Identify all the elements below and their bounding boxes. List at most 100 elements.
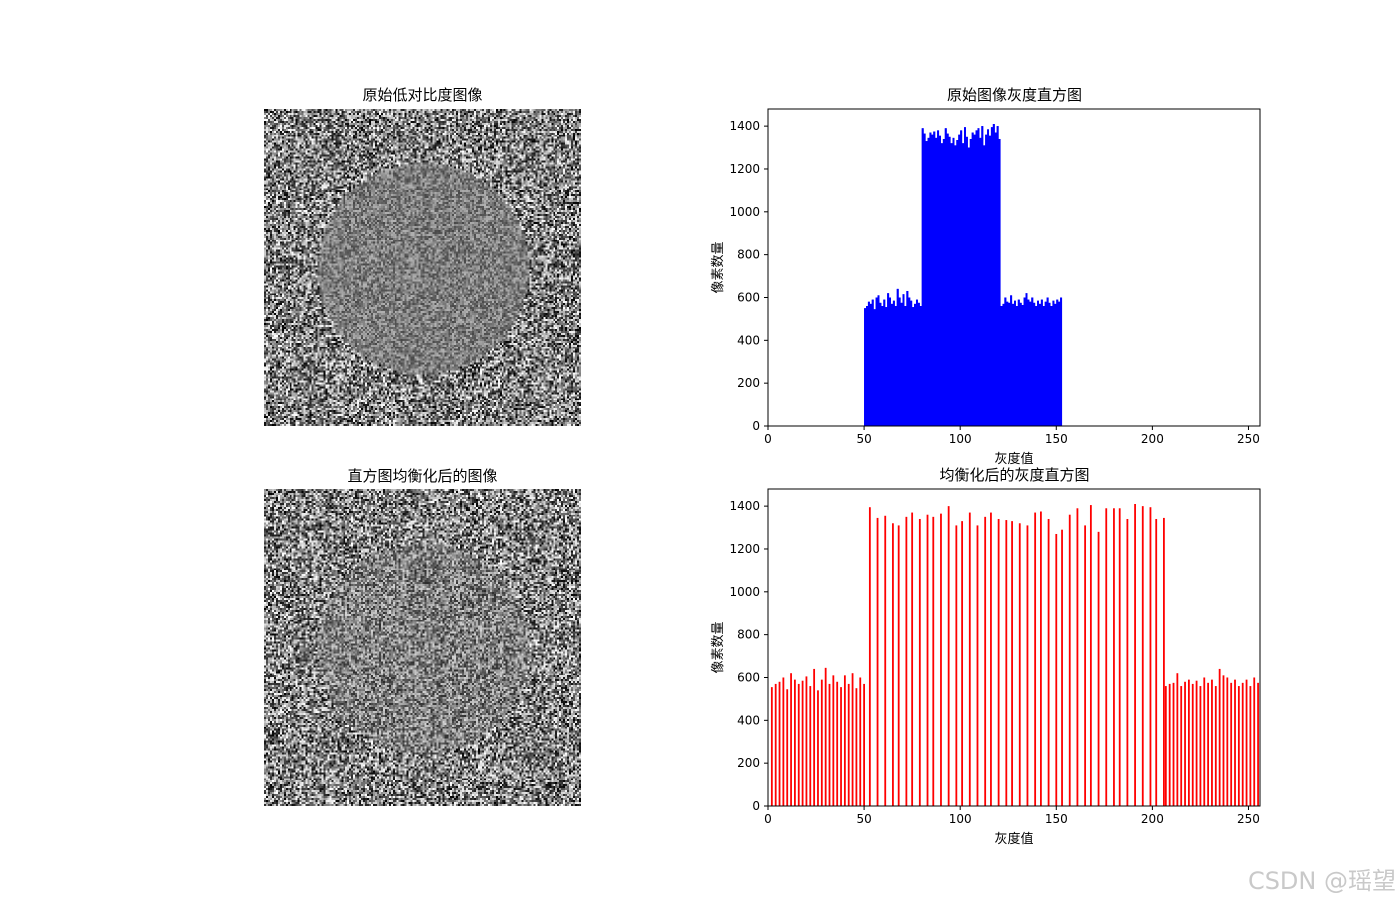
- histogram-bar: [863, 683, 865, 806]
- histogram-bar: [892, 300, 895, 426]
- histogram-bar: [1046, 297, 1049, 426]
- histogram-bar: [1149, 507, 1152, 806]
- histogram-bar: [1015, 306, 1018, 426]
- histogram-bar: [1019, 302, 1022, 426]
- equalized-image: [264, 489, 581, 806]
- histogram-bar: [958, 134, 961, 426]
- histogram-bar: [929, 132, 932, 427]
- histogram-bar: [898, 297, 901, 426]
- histogram-bar: [1029, 301, 1032, 426]
- histogram-bar: [989, 135, 991, 426]
- histogram-bar: [1207, 682, 1210, 806]
- histogram-bar: [1012, 303, 1014, 426]
- histogram-bar: [1176, 673, 1179, 806]
- x-tick-label: 0: [764, 812, 772, 826]
- x-tick-label: 250: [1237, 812, 1260, 826]
- histogram-bar: [1245, 679, 1248, 806]
- x-tick-label: 50: [856, 432, 871, 446]
- x-axis-label: 灰度值: [994, 831, 1033, 847]
- original-image: [264, 109, 581, 426]
- histogram-bar: [801, 680, 804, 806]
- histogram-bar: [1211, 679, 1213, 806]
- histogram-bar: [873, 309, 876, 426]
- watermark: CSDN @瑶望: [1247, 867, 1396, 895]
- histogram-bar: [931, 134, 934, 426]
- histogram-bar: [851, 673, 854, 806]
- histogram-bar: [817, 690, 819, 806]
- histogram-bar: [996, 126, 999, 426]
- histogram-bar: [965, 136, 968, 426]
- histogram-bar: [1237, 686, 1240, 806]
- histogram-bar: [1034, 512, 1037, 806]
- histogram-bar: [1025, 293, 1028, 426]
- histogram-bar: [855, 688, 858, 806]
- histogram-bar: [883, 299, 886, 426]
- histogram-bar: [1134, 503, 1136, 806]
- histogram-bar: [1249, 686, 1252, 806]
- histogram-bar: [847, 683, 850, 806]
- histogram-bar: [960, 130, 963, 426]
- histogram-bar: [984, 516, 987, 806]
- histogram-bar: [881, 306, 884, 426]
- y-tick-label: 800: [737, 628, 760, 642]
- histogram-bar: [824, 667, 827, 806]
- histogram-bar: [1044, 301, 1047, 426]
- histogram-bar: [840, 687, 842, 806]
- histogram-bar: [1199, 686, 1202, 806]
- y-tick-label: 800: [737, 248, 760, 262]
- histogram-bar: [969, 138, 972, 426]
- histogram-bar: [1191, 683, 1194, 806]
- histogram-bar: [948, 136, 951, 426]
- histogram-bar: [987, 129, 990, 427]
- histogram-bar: [902, 294, 905, 426]
- histogram-bar: [1257, 682, 1259, 806]
- histogram-bar: [950, 143, 953, 426]
- histogram-bar: [1037, 300, 1039, 426]
- histogram-bar: [979, 137, 982, 427]
- y-tick-label: 600: [737, 670, 760, 684]
- histogram-bar: [774, 683, 777, 806]
- plot-frame: [767, 108, 1261, 427]
- histogram-bar: [877, 295, 880, 426]
- histogram-bar: [1187, 679, 1190, 806]
- histogram-bar: [1052, 300, 1055, 426]
- histogram-bar: [927, 137, 930, 427]
- histogram-bar: [900, 302, 903, 426]
- histogram-bar: [871, 299, 874, 426]
- histogram-bar: [1017, 299, 1020, 426]
- histogram-bar: [942, 138, 945, 426]
- histogram-bar: [1011, 521, 1013, 806]
- x-tick-label: 50: [856, 812, 871, 826]
- y-axis-label: 像素数量: [711, 621, 726, 673]
- histogram-bar: [1055, 533, 1058, 806]
- histogram-bar: [859, 677, 862, 806]
- histogram-bar: [1218, 668, 1221, 806]
- histogram-bar: [940, 143, 943, 426]
- histogram-bar: [1105, 508, 1108, 806]
- histogram-bar: [975, 130, 978, 426]
- x-tick-label: 150: [1045, 812, 1068, 826]
- histogram-bar: [1005, 520, 1008, 806]
- histogram-bar: [1018, 523, 1021, 806]
- y-tick-label: 400: [737, 333, 760, 347]
- histogram-bar: [1040, 511, 1042, 806]
- hist-original-title: 原始图像灰度直方图: [946, 86, 1082, 104]
- histogram-bar: [887, 293, 890, 426]
- y-tick-label: 1000: [729, 205, 760, 219]
- histogram-bar: [1006, 301, 1009, 426]
- histogram-bar: [889, 297, 891, 426]
- histogram-bar: [939, 135, 941, 426]
- histogram-bar: [1184, 681, 1186, 806]
- histogram-bar: [897, 525, 900, 806]
- histogram-bar: [891, 303, 893, 426]
- histogram-bar: [944, 128, 947, 426]
- histogram-bar: [1047, 518, 1050, 806]
- y-tick-label: 600: [737, 290, 760, 304]
- histogram-bar: [1058, 301, 1061, 426]
- histogram-bar: [1076, 508, 1079, 806]
- histogram-bar: [1155, 518, 1158, 806]
- histogram-bar: [1002, 303, 1005, 426]
- histogram-bar: [954, 145, 957, 426]
